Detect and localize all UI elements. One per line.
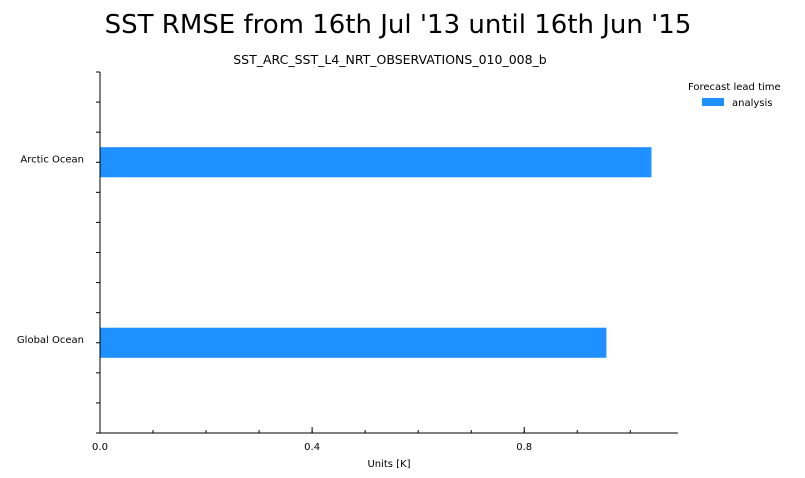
legend-title: Forecast lead time [688, 82, 781, 93]
y-tick-label: Global Ocean [17, 335, 84, 346]
legend-swatch [702, 98, 724, 106]
bar [100, 147, 652, 178]
bar [100, 327, 607, 358]
legend-label: analysis [732, 98, 773, 109]
chart-subtitle: SST_ARC_SST_L4_NRT_OBSERVATIONS_010_008_… [233, 52, 547, 67]
x-tick-label: 0.4 [304, 442, 320, 453]
bars-group [100, 147, 652, 358]
y-tick-label: Arctic Ocean [20, 154, 84, 165]
x-tick-label: 0.0 [92, 442, 108, 453]
x-ticks: 0.0 0.4 0.8 [92, 427, 631, 453]
chart-title: SST RMSE from 16th Jul '13 until 16th Ju… [105, 10, 692, 40]
x-axis-label: Units [K] [367, 459, 410, 470]
x-tick-label: 0.8 [516, 442, 532, 453]
y-minor-ticks [96, 71, 100, 434]
legend: Forecast lead time analysis [688, 82, 781, 109]
y-tick-labels: Arctic Ocean Global Ocean [17, 154, 84, 346]
